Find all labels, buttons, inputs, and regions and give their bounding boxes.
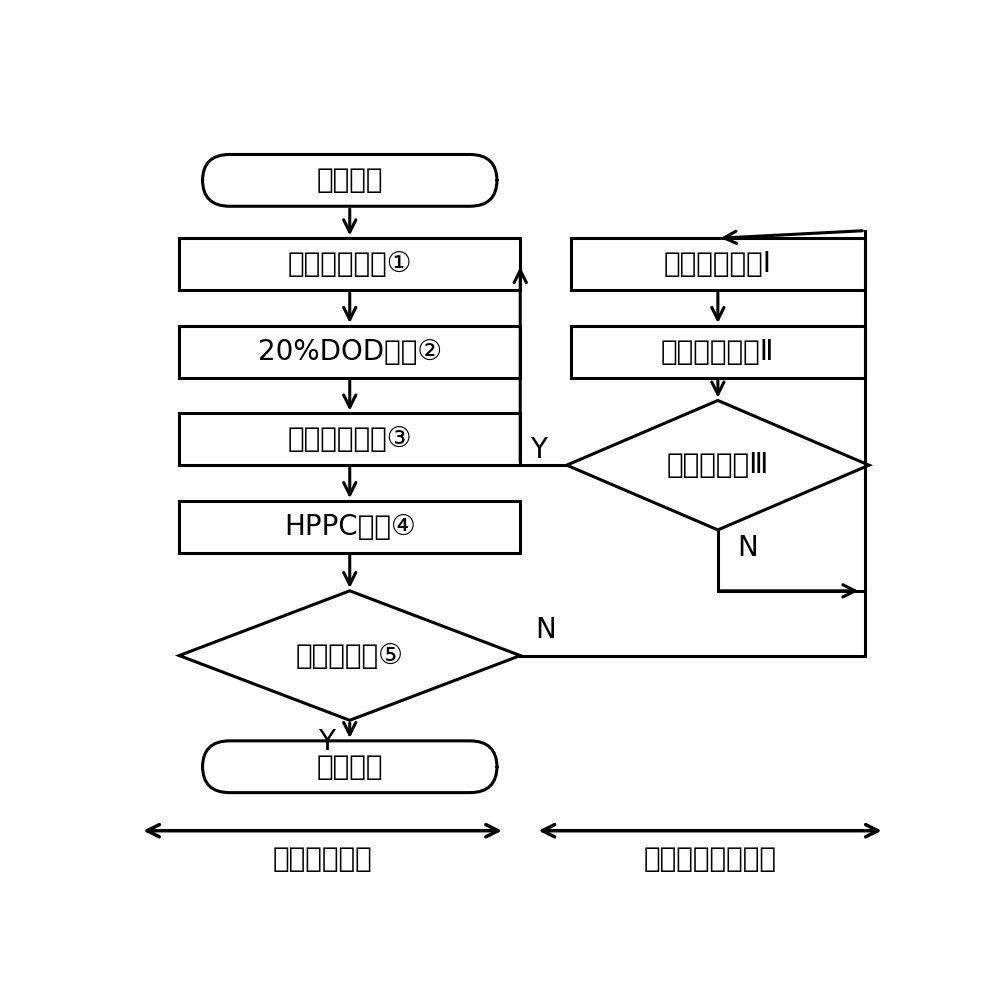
Text: 达到次数？Ⅲ: 达到次数？Ⅲ [667, 451, 769, 480]
FancyBboxPatch shape [571, 238, 865, 290]
Text: 交流阻抗测试③: 交流阻抗测试③ [287, 425, 412, 453]
Text: 测试结束: 测试结束 [316, 753, 383, 780]
FancyBboxPatch shape [202, 741, 497, 792]
FancyBboxPatch shape [202, 154, 497, 207]
Text: 标准充电测试Ⅰ: 标准充电测试Ⅰ [664, 250, 772, 278]
Text: 电池特性测试: 电池特性测试 [273, 845, 372, 873]
FancyBboxPatch shape [179, 325, 520, 378]
Text: N: N [737, 534, 758, 562]
FancyBboxPatch shape [179, 501, 520, 553]
Text: N: N [536, 616, 556, 644]
Text: Y: Y [530, 436, 547, 464]
Polygon shape [179, 590, 520, 720]
Polygon shape [567, 401, 869, 530]
Text: Y: Y [318, 728, 335, 756]
Text: HPPC测试④: HPPC测试④ [284, 513, 416, 541]
Text: 测试开始: 测试开始 [316, 166, 383, 195]
FancyBboxPatch shape [179, 413, 520, 465]
FancyBboxPatch shape [571, 325, 865, 378]
Text: 静态容量测试①: 静态容量测试① [287, 250, 412, 278]
Text: 标准放电测试Ⅱ: 标准放电测试Ⅱ [661, 337, 775, 366]
Text: 电池老化循环测试: 电池老化循环测试 [644, 845, 777, 873]
Text: 寿命结束？⑤: 寿命结束？⑤ [296, 642, 404, 670]
Text: 20%DOD放电②: 20%DOD放电② [258, 337, 442, 366]
FancyBboxPatch shape [179, 238, 520, 290]
